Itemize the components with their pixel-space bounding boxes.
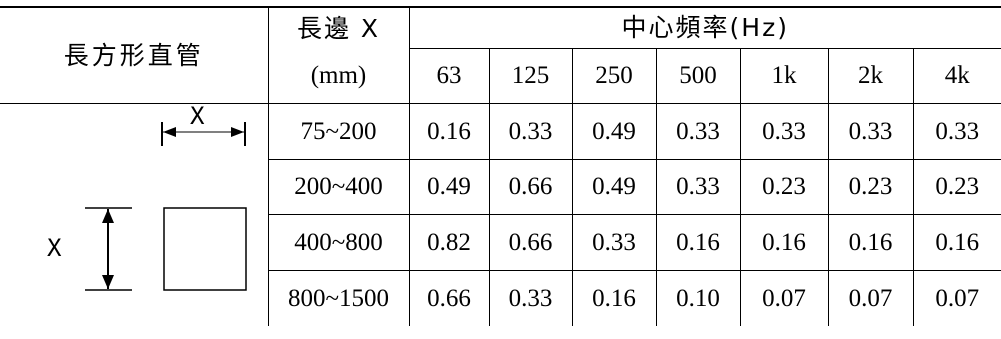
value-cell: 0.10 (655, 270, 740, 326)
value-cell: 0.82 (408, 214, 489, 271)
table-row: 200~400 0.49 0.66 0.49 0.33 0.23 0.23 0.… (0, 159, 1001, 215)
value-cell: 0.07 (827, 270, 913, 326)
width-dimension-label: X (190, 103, 205, 130)
range-cell: 200~400 (267, 159, 409, 215)
freq-header-1k: 1k (739, 47, 828, 104)
value-cell: 0.49 (408, 159, 489, 215)
value-cell: 0.16 (408, 103, 489, 160)
value-cell: 0.66 (488, 159, 572, 215)
value-cell: 0.23 (739, 159, 828, 215)
value-cell: 0.16 (739, 214, 828, 271)
rectangular-duct-diagram: X X (0, 104, 268, 324)
value-cell: 0.33 (739, 103, 828, 160)
value-cell: 0.33 (912, 103, 1001, 160)
value-cell: 0.49 (571, 159, 656, 215)
range-cell: 75~200 (267, 103, 409, 160)
value-cell: 0.16 (912, 214, 1001, 271)
value-cell: 0.33 (827, 103, 913, 160)
value-cell: 0.33 (655, 103, 740, 160)
table-row: 800~1500 0.66 0.33 0.16 0.10 0.07 0.07 0… (0, 270, 1001, 326)
header-center-frequency: 中心頻率(Hz) (408, 6, 1001, 48)
header-long-side-unit: (mm) (267, 48, 409, 104)
freq-header-125: 125 (488, 47, 572, 104)
freq-header-500: 500 (655, 47, 740, 104)
height-dimension-label: X (47, 233, 62, 262)
freq-header-2k: 2k (827, 47, 913, 104)
value-cell: 0.23 (827, 159, 913, 215)
range-cell: 400~800 (267, 214, 409, 271)
value-cell: 0.23 (912, 159, 1001, 215)
value-cell: 0.16 (827, 214, 913, 271)
header-duct-type: 長方形直管 (0, 6, 268, 104)
value-cell: 0.07 (912, 270, 1001, 326)
value-cell: 0.33 (655, 159, 740, 215)
value-cell: 0.66 (488, 214, 572, 271)
value-cell: 0.33 (488, 103, 572, 160)
value-cell: 0.33 (571, 214, 656, 271)
range-cell: 800~1500 (267, 270, 409, 326)
header-long-side: 長邊 X (267, 6, 409, 48)
value-cell: 0.49 (571, 103, 656, 160)
duct-diagram-cell: X X (0, 103, 268, 326)
freq-header-63: 63 (408, 47, 489, 104)
freq-header-4k: 4k (912, 47, 1001, 104)
table-row: X X 75~200 0.16 0.33 0.49 0.33 0.33 0.33… (0, 103, 1001, 291)
freq-header-250: 250 (571, 47, 656, 104)
table-row: 400~800 0.82 0.66 0.33 0.16 0.16 0.16 0.… (0, 214, 1001, 271)
value-cell: 0.16 (655, 214, 740, 271)
value-cell: 0.16 (571, 270, 656, 326)
attenuation-table: 長方形直管 長邊 X 中心頻率(Hz) (mm) 63 125 250 500 … (0, 6, 1001, 326)
value-cell: 0.33 (488, 270, 572, 326)
duct-cross-section-icon (85, 121, 247, 291)
value-cell: 0.66 (408, 270, 489, 326)
value-cell: 0.07 (739, 270, 828, 326)
